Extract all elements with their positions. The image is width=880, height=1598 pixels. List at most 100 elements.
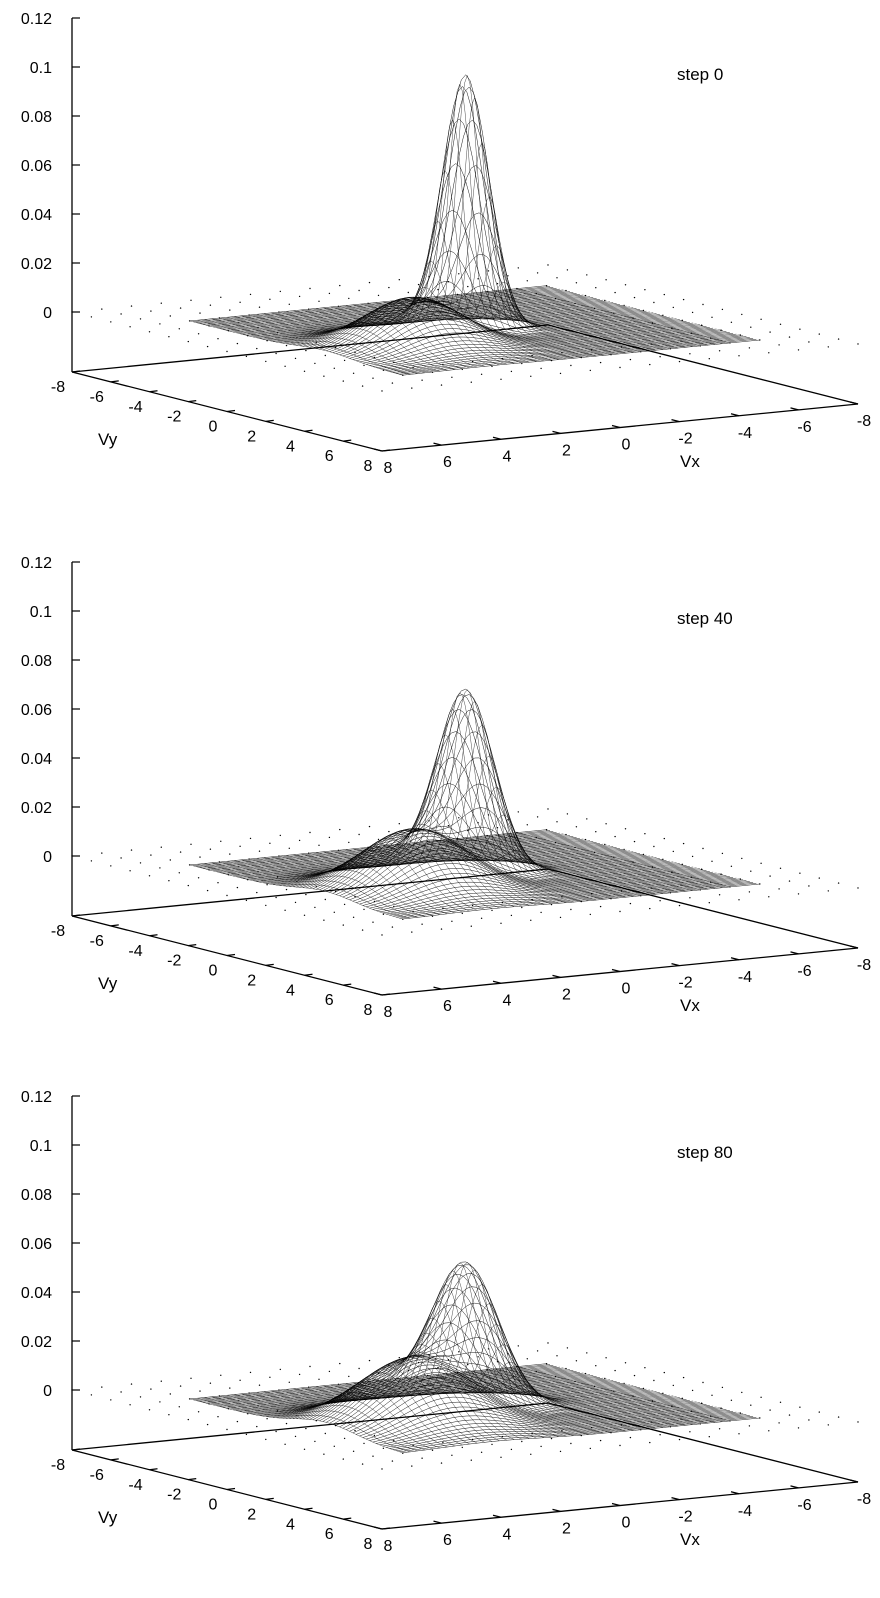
z-tick-label: 0.12 [21, 1089, 52, 1106]
mesh-line [487, 291, 701, 347]
grid-dot [249, 837, 252, 840]
mesh-line [219, 317, 433, 373]
grid-dot [220, 1374, 222, 1376]
vx-tick [433, 442, 442, 446]
grid-dot [294, 901, 297, 904]
grid-dot [623, 304, 625, 307]
mesh-line [197, 1398, 411, 1453]
grid-dot [547, 808, 549, 810]
grid-dot [559, 916, 562, 919]
grid-dot [574, 1380, 576, 1383]
mesh-line [226, 1392, 440, 1449]
grid-dot [554, 1375, 557, 1378]
z-tick-label: 0.1 [30, 60, 52, 77]
grid-dot [323, 1453, 325, 1455]
grid-dot [640, 895, 642, 897]
grid-dot [589, 913, 591, 916]
grid-dot [139, 862, 142, 864]
grid-dot [209, 1382, 212, 1384]
grid-dot [748, 891, 751, 893]
grid-dot [486, 290, 488, 293]
grid-dot [580, 900, 582, 903]
grid-dot [566, 269, 569, 271]
grid-dot [417, 283, 420, 286]
vx-tick [373, 448, 383, 452]
z-tick-label: 0.1 [30, 604, 52, 621]
grid-dot [451, 376, 453, 378]
grid-dot [178, 872, 180, 874]
grid-dot [510, 914, 513, 917]
grid-dot [545, 285, 548, 287]
vx-tick-label: -6 [797, 963, 811, 980]
mesh-line [302, 709, 660, 888]
mesh-line [241, 850, 455, 914]
vx-tick [849, 401, 859, 405]
vy-tick-label: 8 [364, 1536, 373, 1553]
grid-dot [540, 367, 542, 370]
grid-dot [288, 1381, 290, 1383]
grid-dot [663, 837, 665, 840]
grid-dot [575, 826, 578, 828]
grid-dot [337, 305, 340, 307]
grid-dot [629, 902, 632, 905]
mesh-line [449, 839, 664, 894]
vx-tick-label: 8 [384, 460, 393, 477]
grid-dot [342, 380, 344, 382]
mesh-line [501, 833, 716, 889]
vx-tick-label: -4 [738, 1503, 752, 1520]
vx-tick-label: 2 [562, 442, 571, 459]
grid-dot [307, 308, 310, 310]
grid-dot [71, 1389, 73, 1391]
grid-dot [642, 1387, 645, 1390]
grid-dot [90, 1394, 93, 1396]
grid-dot [718, 1428, 721, 1430]
grid-dot [226, 350, 228, 353]
mesh-line [397, 1344, 612, 1433]
vx-tick [492, 1514, 502, 1518]
mesh-line [516, 288, 731, 344]
grid-dot [227, 874, 230, 876]
vy-tick-label: -6 [90, 933, 104, 950]
grid-dot [632, 1395, 634, 1397]
grid-dot [471, 1438, 474, 1441]
grid-dot [554, 297, 557, 300]
vx-tick-label: 4 [503, 448, 512, 465]
z-tick-label: 0.08 [21, 653, 52, 670]
grid-dot [491, 365, 493, 368]
grid-dot [595, 287, 597, 289]
mesh-line [256, 305, 470, 369]
vy-tick-label: 0 [209, 419, 218, 436]
grid-dot [266, 884, 268, 886]
mesh-line [204, 863, 418, 918]
grid-dot [586, 818, 588, 820]
grid-dot [540, 1445, 542, 1448]
grid-dot [750, 1404, 752, 1406]
vy-tick [110, 1458, 119, 1461]
grid-dot [257, 1405, 259, 1407]
grid-dot [644, 833, 646, 835]
grid-dot [245, 355, 248, 358]
vx-tick-label: -8 [857, 1491, 871, 1508]
mesh-line [516, 832, 731, 888]
grid-dot [682, 298, 685, 301]
grid-dot [324, 354, 326, 357]
grid-dot [437, 1366, 439, 1369]
mesh-line [286, 297, 500, 366]
grid-dot [857, 343, 859, 345]
vx-tick [730, 1491, 740, 1495]
grid-dot [570, 908, 572, 911]
mesh-line [472, 292, 686, 348]
grid-dot [206, 889, 209, 892]
grid-dot [477, 278, 479, 280]
grid-dot [526, 1358, 528, 1360]
mesh-line [368, 1269, 582, 1436]
grid-dot [101, 852, 103, 854]
grid-dot [857, 1421, 859, 1423]
grid-dot [397, 843, 399, 846]
grid-dot [276, 1410, 279, 1412]
mesh-line [435, 840, 649, 896]
grid-dot [168, 336, 170, 338]
mesh-line [382, 196, 597, 357]
grid-dot [559, 1450, 562, 1453]
grid-dot [586, 274, 588, 276]
